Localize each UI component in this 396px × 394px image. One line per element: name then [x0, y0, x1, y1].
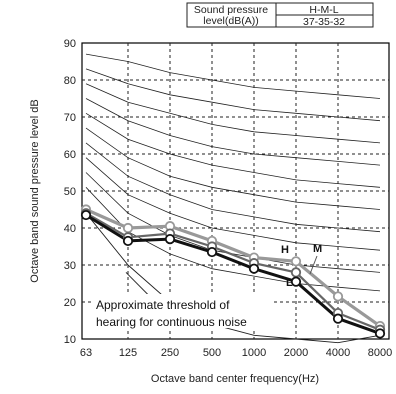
series-point-m	[290, 267, 302, 278]
annotation-box	[93, 294, 273, 328]
series-line-l	[85, 213, 381, 335]
spl-table: Sound pressure level(dB(A)) H-M-L 37-35-…	[186, 2, 374, 28]
x-tick-label: 1000	[242, 347, 266, 359]
series-layer	[80, 204, 386, 339]
series-point-l	[80, 209, 92, 221]
threshold-layer	[85, 212, 381, 344]
x-tick-label: 500	[203, 347, 221, 359]
threshold-curve	[85, 212, 381, 344]
series-point-l	[206, 246, 218, 258]
x-tick-label: 63	[80, 347, 92, 359]
y-tick-label: 70	[64, 112, 76, 124]
x-tick-labels: 63 125 250 500 1000 2000 4000 8000	[80, 347, 392, 359]
table-label-line1: Sound pressure	[194, 4, 268, 16]
series-point-l	[164, 234, 176, 245]
nc-curve	[85, 142, 381, 233]
series-point-h	[332, 291, 344, 302]
table-cell-value	[275, 14, 374, 28]
series-line-m	[85, 212, 381, 331]
nc-curves-layer	[85, 53, 381, 292]
y-tick-label: 30	[64, 260, 76, 272]
table-value-title: H-M-L	[309, 4, 338, 16]
nc-curve	[85, 98, 381, 166]
label-m-pointer	[309, 255, 318, 275]
x-tick-label: 250	[161, 347, 179, 359]
nc-curve	[85, 127, 381, 210]
series-point-l	[248, 263, 260, 274]
table-label-line2: level(dB(A))	[203, 15, 258, 27]
grid-layer	[82, 43, 389, 339]
series-point-l	[374, 328, 386, 339]
y-tick-label: 80	[64, 75, 76, 87]
series-point-l	[122, 235, 134, 247]
series-label-h: H	[281, 244, 289, 256]
annotation-line-1: Approximate threshold of	[96, 298, 230, 312]
y-tick-labels: 10 20 30 40 50 60 70 80 90	[64, 38, 76, 346]
x-tick-label: 8000	[368, 347, 392, 359]
nc-curve	[85, 83, 381, 144]
y-tick-label: 10	[64, 334, 76, 346]
annotation-line-2: hearing for continuous noise	[96, 315, 247, 329]
series-line-h	[85, 208, 381, 328]
nc-curve	[85, 157, 381, 251]
series-point-h	[290, 256, 302, 267]
y-axis-title: Octave band sound pressure level dB	[29, 99, 41, 282]
nc-curve	[85, 172, 381, 273]
table-value: 37-35-32	[303, 16, 345, 28]
threshold-pointer	[125, 272, 149, 295]
nc-curve	[85, 187, 381, 292]
nc-curve	[85, 53, 381, 99]
series-point-h	[122, 222, 134, 234]
series-label-m: M	[313, 243, 322, 255]
x-axis-title: Octave band center frequency(Hz)	[151, 373, 319, 385]
y-tick-label: 90	[64, 38, 76, 50]
series-point-l	[290, 276, 302, 287]
y-tick-label: 60	[64, 149, 76, 161]
y-tick-label: 50	[64, 186, 76, 198]
y-tick-label: 40	[64, 223, 76, 235]
nc-curve	[85, 68, 381, 122]
x-tick-label: 2000	[284, 347, 308, 359]
x-tick-label: 4000	[326, 347, 350, 359]
nc-curve	[85, 112, 381, 188]
y-tick-label: 20	[64, 297, 76, 309]
x-tick-label: 125	[119, 347, 137, 359]
series-point-l	[332, 313, 344, 324]
series-label-l: L	[286, 277, 293, 289]
